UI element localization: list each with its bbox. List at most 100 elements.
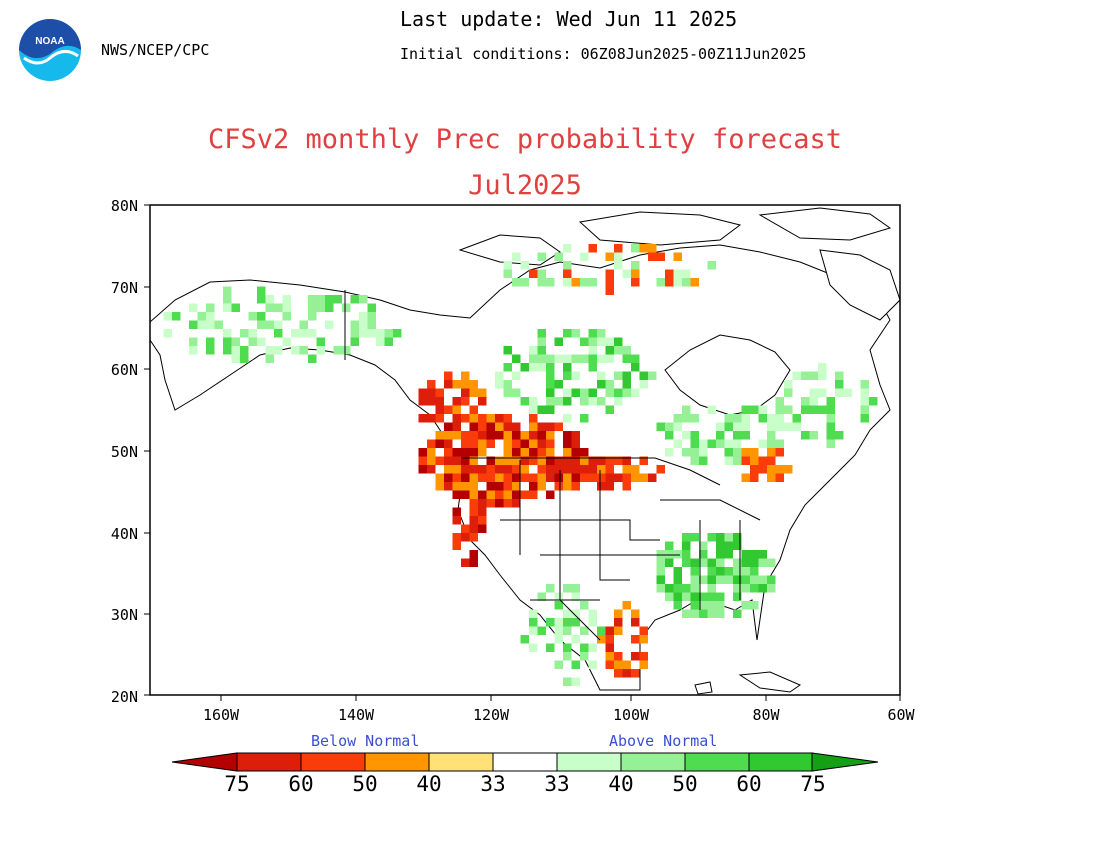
probability-cell (775, 414, 784, 423)
probability-cell (444, 371, 453, 380)
probability-cell (452, 431, 461, 440)
probability-cell (529, 405, 538, 414)
probability-cell (478, 507, 487, 516)
probability-cell (707, 584, 716, 593)
probability-cell (767, 465, 776, 474)
probability-cell (537, 626, 546, 635)
probability-cell (682, 592, 691, 601)
probability-cell (503, 346, 512, 355)
probability-cell (240, 346, 249, 355)
probability-cell (563, 431, 572, 440)
probability-cell (588, 329, 597, 338)
probability-cell (546, 388, 555, 397)
probability-cell (367, 303, 376, 312)
probability-cell (699, 456, 708, 465)
probability-cell (818, 388, 827, 397)
probability-cell (818, 371, 827, 380)
probability-cell (452, 380, 461, 389)
probability-cell (673, 278, 682, 287)
probability-cell (546, 439, 555, 448)
probability-cell (724, 439, 733, 448)
probability-cell (563, 482, 572, 491)
probability-cell (588, 244, 597, 253)
probability-cell (699, 448, 708, 457)
probability-cell (767, 414, 776, 423)
probability-cell (469, 516, 478, 525)
probability-cell (741, 567, 750, 576)
probability-cell (469, 405, 478, 414)
probability-cell (291, 329, 300, 338)
probability-cell (733, 414, 742, 423)
probability-cell (257, 286, 266, 295)
probability-cell (673, 575, 682, 584)
probability-cell (554, 456, 563, 465)
probability-cell (554, 252, 563, 261)
probability-cell (486, 456, 495, 465)
probability-cell (520, 465, 529, 474)
probability-cell (775, 439, 784, 448)
probability-cell (580, 337, 589, 346)
probability-cell (750, 601, 759, 610)
probability-cell (563, 244, 572, 253)
probability-cell (673, 422, 682, 431)
probability-cell (554, 397, 563, 406)
probability-cell (537, 252, 546, 261)
probability-cell (614, 609, 623, 618)
probability-cell (614, 397, 623, 406)
probability-cell (614, 456, 623, 465)
probability-cell (758, 558, 767, 567)
probability-cell (563, 626, 572, 635)
probability-cell (571, 448, 580, 457)
probability-cell (503, 414, 512, 423)
probability-cell (333, 346, 342, 355)
probability-cell (529, 643, 538, 652)
probability-cell (257, 337, 266, 346)
probability-cell (529, 490, 538, 499)
probability-cell (495, 414, 504, 423)
probability-cell (461, 397, 470, 406)
probability-cell (444, 380, 453, 389)
probability-cell (257, 320, 266, 329)
probability-cell (478, 388, 487, 397)
probability-cell (495, 431, 504, 440)
probability-cell (546, 584, 555, 593)
probability-cell (461, 465, 470, 474)
probability-cell (299, 320, 308, 329)
probability-cell (563, 371, 572, 380)
probability-cell (597, 397, 606, 406)
probability-cell (741, 431, 750, 440)
probability-cell (767, 439, 776, 448)
probability-cell (563, 414, 572, 423)
probability-cell (580, 626, 589, 635)
probability-cell (597, 473, 606, 482)
probability-cell (189, 320, 198, 329)
legend-value: 33 (480, 772, 506, 796)
legend-swatch (748, 752, 814, 772)
probability-cell (444, 465, 453, 474)
probability-cell (189, 303, 198, 312)
probability-cell (452, 533, 461, 542)
probability-cell (486, 465, 495, 474)
probability-cell (452, 490, 461, 499)
probability-cell (427, 397, 436, 406)
probability-cell (495, 371, 504, 380)
probability-cell (835, 380, 844, 389)
probability-cell (758, 550, 767, 559)
probability-cell (495, 473, 504, 482)
probability-cell (673, 601, 682, 610)
probability-cell (537, 278, 546, 287)
probability-cell (563, 388, 572, 397)
probability-cell (546, 473, 555, 482)
probability-cell (767, 448, 776, 457)
probability-cell (274, 303, 283, 312)
probability-cell (758, 584, 767, 593)
probability-cell (733, 422, 742, 431)
probability-cell (809, 371, 818, 380)
legend-swatch (236, 752, 302, 772)
probability-cell (503, 499, 512, 508)
probability-cell (682, 405, 691, 414)
probability-cell (206, 303, 215, 312)
probability-cell (223, 337, 232, 346)
probability-cell (350, 295, 359, 304)
probability-cell (435, 456, 444, 465)
